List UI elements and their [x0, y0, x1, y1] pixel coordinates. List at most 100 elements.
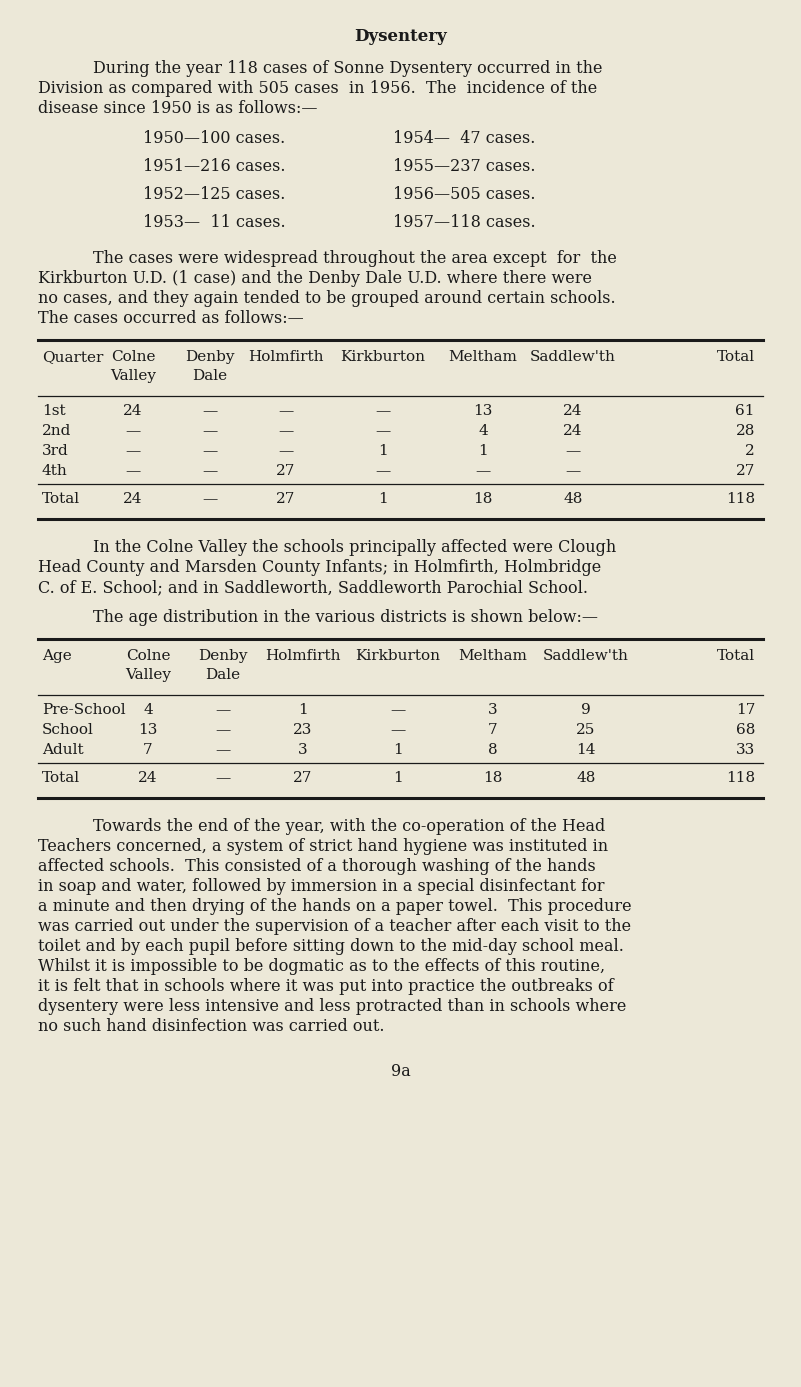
Text: toilet and by each pupil before sitting down to the mid-day school meal.: toilet and by each pupil before sitting … [38, 938, 624, 956]
Text: it is felt that in schools where it was put into practice the outbreaks of: it is felt that in schools where it was … [38, 978, 614, 994]
Text: Head County and Marsden County Infants; in Holmfirth, Holmbridge: Head County and Marsden County Infants; … [38, 559, 602, 576]
Text: 3rd: 3rd [42, 444, 69, 458]
Text: Towards the end of the year, with the co-operation of the Head: Towards the end of the year, with the co… [93, 818, 606, 835]
Text: 1952—125 cases.: 1952—125 cases. [143, 186, 285, 203]
Text: 1954—  47 cases.: 1954— 47 cases. [393, 130, 535, 147]
Text: Colne: Colne [111, 350, 155, 363]
Text: —: — [279, 424, 294, 438]
Text: Teachers concerned, a system of strict hand hygiene was instituted in: Teachers concerned, a system of strict h… [38, 838, 608, 854]
Text: 27: 27 [276, 492, 296, 506]
Text: —: — [390, 703, 405, 717]
Text: Meltham: Meltham [449, 350, 517, 363]
Text: 28: 28 [735, 424, 755, 438]
Text: was carried out under the supervision of a teacher after each visit to the: was carried out under the supervision of… [38, 918, 631, 935]
Text: —: — [203, 424, 218, 438]
Text: 48: 48 [576, 771, 596, 785]
Text: —: — [215, 771, 231, 785]
Text: Quarter: Quarter [42, 350, 103, 363]
Text: In the Colne Valley the schools principally affected were Clough: In the Colne Valley the schools principa… [93, 540, 616, 556]
Text: Denby: Denby [185, 350, 235, 363]
Text: Dale: Dale [205, 669, 240, 682]
Text: The cases occurred as follows:—: The cases occurred as follows:— [38, 311, 304, 327]
Text: Saddlew'th: Saddlew'th [543, 649, 629, 663]
Text: Colne: Colne [126, 649, 171, 663]
Text: —: — [215, 723, 231, 736]
Text: The age distribution in the various districts is shown below:—: The age distribution in the various dist… [93, 609, 598, 626]
Text: no such hand disinfection was carried out.: no such hand disinfection was carried ou… [38, 1018, 384, 1035]
Text: —: — [279, 404, 294, 417]
Text: 33: 33 [736, 743, 755, 757]
Text: Total: Total [42, 492, 80, 506]
Text: During the year 118 cases of Sonne Dysentery occurred in the: During the year 118 cases of Sonne Dysen… [93, 60, 602, 78]
Text: 24: 24 [123, 492, 143, 506]
Text: —: — [376, 465, 391, 479]
Text: Valley: Valley [110, 369, 156, 383]
Text: 1st: 1st [42, 404, 66, 417]
Text: Adult: Adult [42, 743, 83, 757]
Text: 27: 27 [276, 465, 296, 479]
Text: 13: 13 [139, 723, 158, 736]
Text: 1: 1 [393, 743, 403, 757]
Text: —: — [203, 444, 218, 458]
Text: 3: 3 [298, 743, 308, 757]
Text: 24: 24 [563, 404, 583, 417]
Text: 13: 13 [473, 404, 493, 417]
Text: 7: 7 [488, 723, 497, 736]
Text: Kirkburton U.D. (1 case) and the Denby Dale U.D. where there were: Kirkburton U.D. (1 case) and the Denby D… [38, 270, 592, 287]
Text: 1955—237 cases.: 1955—237 cases. [393, 158, 536, 175]
Text: —: — [279, 444, 294, 458]
Text: 1950—100 cases.: 1950—100 cases. [143, 130, 285, 147]
Text: dysentery were less intensive and less protracted than in schools where: dysentery were less intensive and less p… [38, 999, 626, 1015]
Text: —: — [475, 465, 491, 479]
Text: 24: 24 [563, 424, 583, 438]
Text: 14: 14 [576, 743, 596, 757]
Text: Holmfirth: Holmfirth [248, 350, 324, 363]
Text: 1: 1 [378, 444, 388, 458]
Text: 27: 27 [293, 771, 312, 785]
Text: 1953—  11 cases.: 1953— 11 cases. [143, 214, 286, 232]
Text: —: — [376, 424, 391, 438]
Text: Dysentery: Dysentery [354, 28, 447, 44]
Text: 1951—216 cases.: 1951—216 cases. [143, 158, 285, 175]
Text: 4: 4 [143, 703, 153, 717]
Text: 1956—505 cases.: 1956—505 cases. [393, 186, 536, 203]
Text: 24: 24 [123, 404, 143, 417]
Text: 1: 1 [378, 492, 388, 506]
Text: C. of E. School; and in Saddleworth, Saddleworth Parochial School.: C. of E. School; and in Saddleworth, Sad… [38, 578, 588, 596]
Text: School: School [42, 723, 94, 736]
Text: 7: 7 [143, 743, 153, 757]
Text: Pre-School: Pre-School [42, 703, 126, 717]
Text: —: — [126, 424, 141, 438]
Text: —: — [376, 404, 391, 417]
Text: 18: 18 [483, 771, 503, 785]
Text: Saddlew'th: Saddlew'th [530, 350, 616, 363]
Text: —: — [203, 404, 218, 417]
Text: Whilst it is impossible to be dogmatic as to the effects of this routine,: Whilst it is impossible to be dogmatic a… [38, 958, 605, 975]
Text: 8: 8 [488, 743, 497, 757]
Text: Meltham: Meltham [458, 649, 527, 663]
Text: no cases, and they again tended to be grouped around certain schools.: no cases, and they again tended to be gr… [38, 290, 616, 307]
Text: 48: 48 [563, 492, 582, 506]
Text: Division as compared with 505 cases  in 1956.  The  incidence of the: Division as compared with 505 cases in 1… [38, 80, 598, 97]
Text: 2: 2 [745, 444, 755, 458]
Text: Denby: Denby [199, 649, 248, 663]
Text: —: — [203, 492, 218, 506]
Text: 25: 25 [576, 723, 596, 736]
Text: The cases were widespread throughout the area except  for  the: The cases were widespread throughout the… [93, 250, 617, 268]
Text: —: — [390, 723, 405, 736]
Text: 1: 1 [393, 771, 403, 785]
Text: —: — [566, 444, 581, 458]
Text: 68: 68 [735, 723, 755, 736]
Text: 3: 3 [488, 703, 497, 717]
Text: Total: Total [717, 649, 755, 663]
Text: —: — [126, 465, 141, 479]
Text: 23: 23 [293, 723, 312, 736]
Text: 118: 118 [726, 492, 755, 506]
Text: 24: 24 [139, 771, 158, 785]
Text: disease since 1950 is as follows:—: disease since 1950 is as follows:— [38, 100, 317, 117]
Text: 9: 9 [581, 703, 591, 717]
Text: Kirkburton: Kirkburton [356, 649, 441, 663]
Text: 61: 61 [735, 404, 755, 417]
Text: —: — [215, 743, 231, 757]
Text: 9a: 9a [391, 1062, 410, 1080]
